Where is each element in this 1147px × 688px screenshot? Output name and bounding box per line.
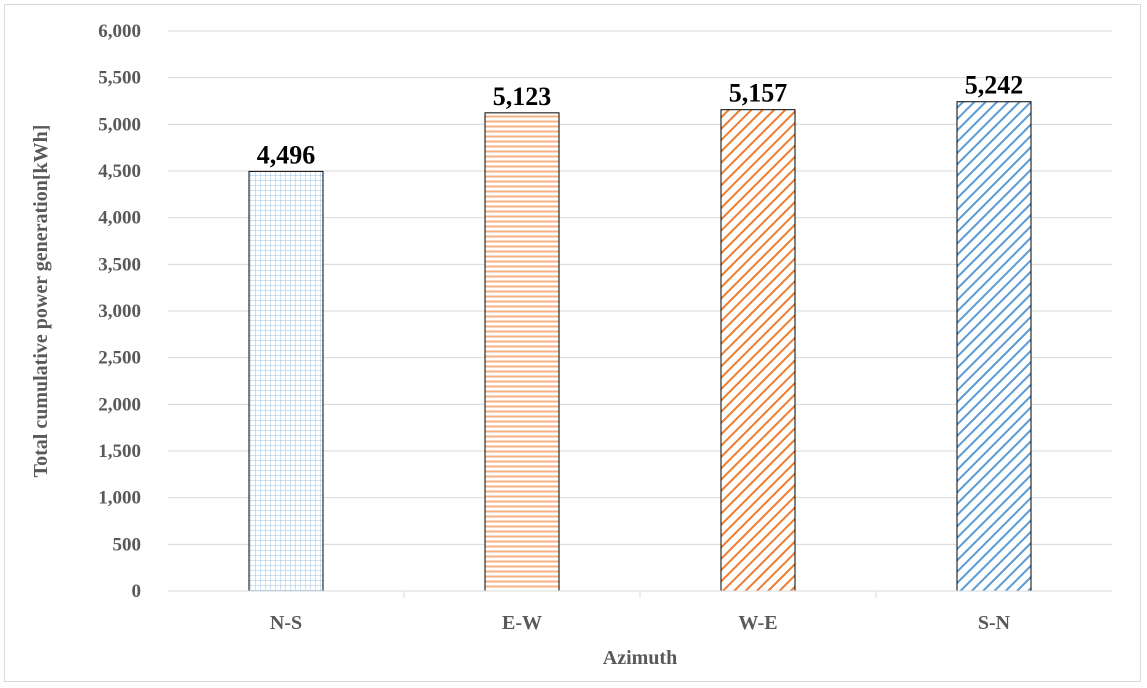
- y-tick-label: 6,000: [98, 21, 141, 42]
- x-tick-label-n-s: N-S: [270, 612, 302, 634]
- data-labels: 4,496 5,123 5,157 5,242: [257, 71, 1024, 170]
- gridlines: [168, 30, 1112, 545]
- bar-n-s: [248, 170, 324, 592]
- y-tick-label: 4,000: [98, 208, 141, 229]
- bar-w-e: [720, 109, 796, 592]
- y-tick-label: 3,500: [98, 254, 141, 275]
- bars: [248, 101, 1032, 592]
- y-tick-label: 0: [132, 581, 142, 602]
- y-tick-label: 500: [113, 534, 142, 555]
- bar-e-w: [484, 112, 560, 592]
- y-tick-label: 1,500: [98, 441, 141, 462]
- y-tick-label: 2,500: [98, 348, 141, 369]
- x-axis-title: Azimuth: [603, 647, 677, 669]
- y-axis-title: Total cumulative power generation[kWh]: [30, 125, 52, 478]
- data-label-s-n: 5,242: [965, 71, 1024, 100]
- data-label-e-w: 5,123: [493, 82, 552, 111]
- y-tick-labels: 0 500 1,000 1,500 2,000 2,500 3,000 3,500 4,000 4…: [98, 21, 141, 602]
- x-tick-label-w-e: W-E: [738, 612, 777, 634]
- bar-s-n: [956, 101, 1032, 592]
- y-tick-label: 5,500: [98, 68, 141, 89]
- y-tick-label: 3,000: [98, 301, 141, 322]
- x-tick-label-e-w: E-W: [502, 612, 542, 634]
- data-label-w-e: 5,157: [729, 79, 788, 108]
- y-tick-label: 1,000: [98, 488, 141, 509]
- x-tick-labels: N-S E-W W-E S-N: [270, 591, 1011, 634]
- chart-frame: [4, 4, 1141, 682]
- y-tick-label: 2,000: [98, 394, 141, 415]
- data-label-n-s: 4,496: [257, 140, 316, 169]
- y-tick-label: 4,500: [98, 161, 141, 182]
- x-tick-label-s-n: S-N: [978, 612, 1011, 634]
- y-tick-label: 5,000: [98, 114, 141, 135]
